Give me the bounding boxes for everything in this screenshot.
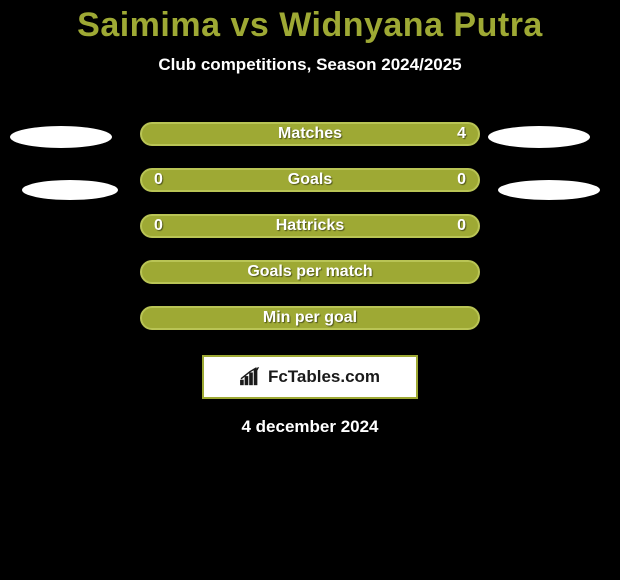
stat-row: 0 Hattricks 0 (0, 203, 620, 249)
stat-label: Goals per match (247, 263, 372, 281)
stat-right-value: 0 (457, 171, 466, 189)
stat-pill-goals-per-match: Goals per match (140, 260, 480, 284)
stat-left-value: 0 (154, 217, 163, 235)
page-subtitle: Club competitions, Season 2024/2025 (0, 55, 620, 75)
decor-ellipse (22, 180, 118, 200)
page-title: Saimima vs Widnyana Putra (0, 6, 620, 45)
source-logo-text: FcTables.com (268, 367, 380, 387)
decor-ellipse (10, 126, 112, 148)
footer-date: 4 december 2024 (0, 417, 620, 437)
stat-pill-goals: 0 Goals 0 (140, 168, 480, 192)
stat-pill-hattricks: 0 Hattricks 0 (140, 214, 480, 238)
stat-label: Goals (288, 171, 332, 189)
stat-label: Matches (278, 125, 342, 143)
bar-chart-icon (240, 367, 262, 387)
decor-ellipse (488, 126, 590, 148)
comparison-card: Saimima vs Widnyana Putra Club competiti… (0, 0, 620, 437)
stat-right-value: 4 (457, 125, 466, 143)
decor-ellipse (498, 180, 600, 200)
stat-pill-min-per-goal: Min per goal (140, 306, 480, 330)
stat-label: Hattricks (276, 217, 344, 235)
stat-row: Goals per match (0, 249, 620, 295)
stat-row: Min per goal (0, 295, 620, 341)
stat-label: Min per goal (263, 309, 357, 327)
stat-right-value: 0 (457, 217, 466, 235)
stat-left-value: 0 (154, 171, 163, 189)
stat-pill-matches: Matches 4 (140, 122, 480, 146)
source-logo: FcTables.com (202, 355, 418, 399)
